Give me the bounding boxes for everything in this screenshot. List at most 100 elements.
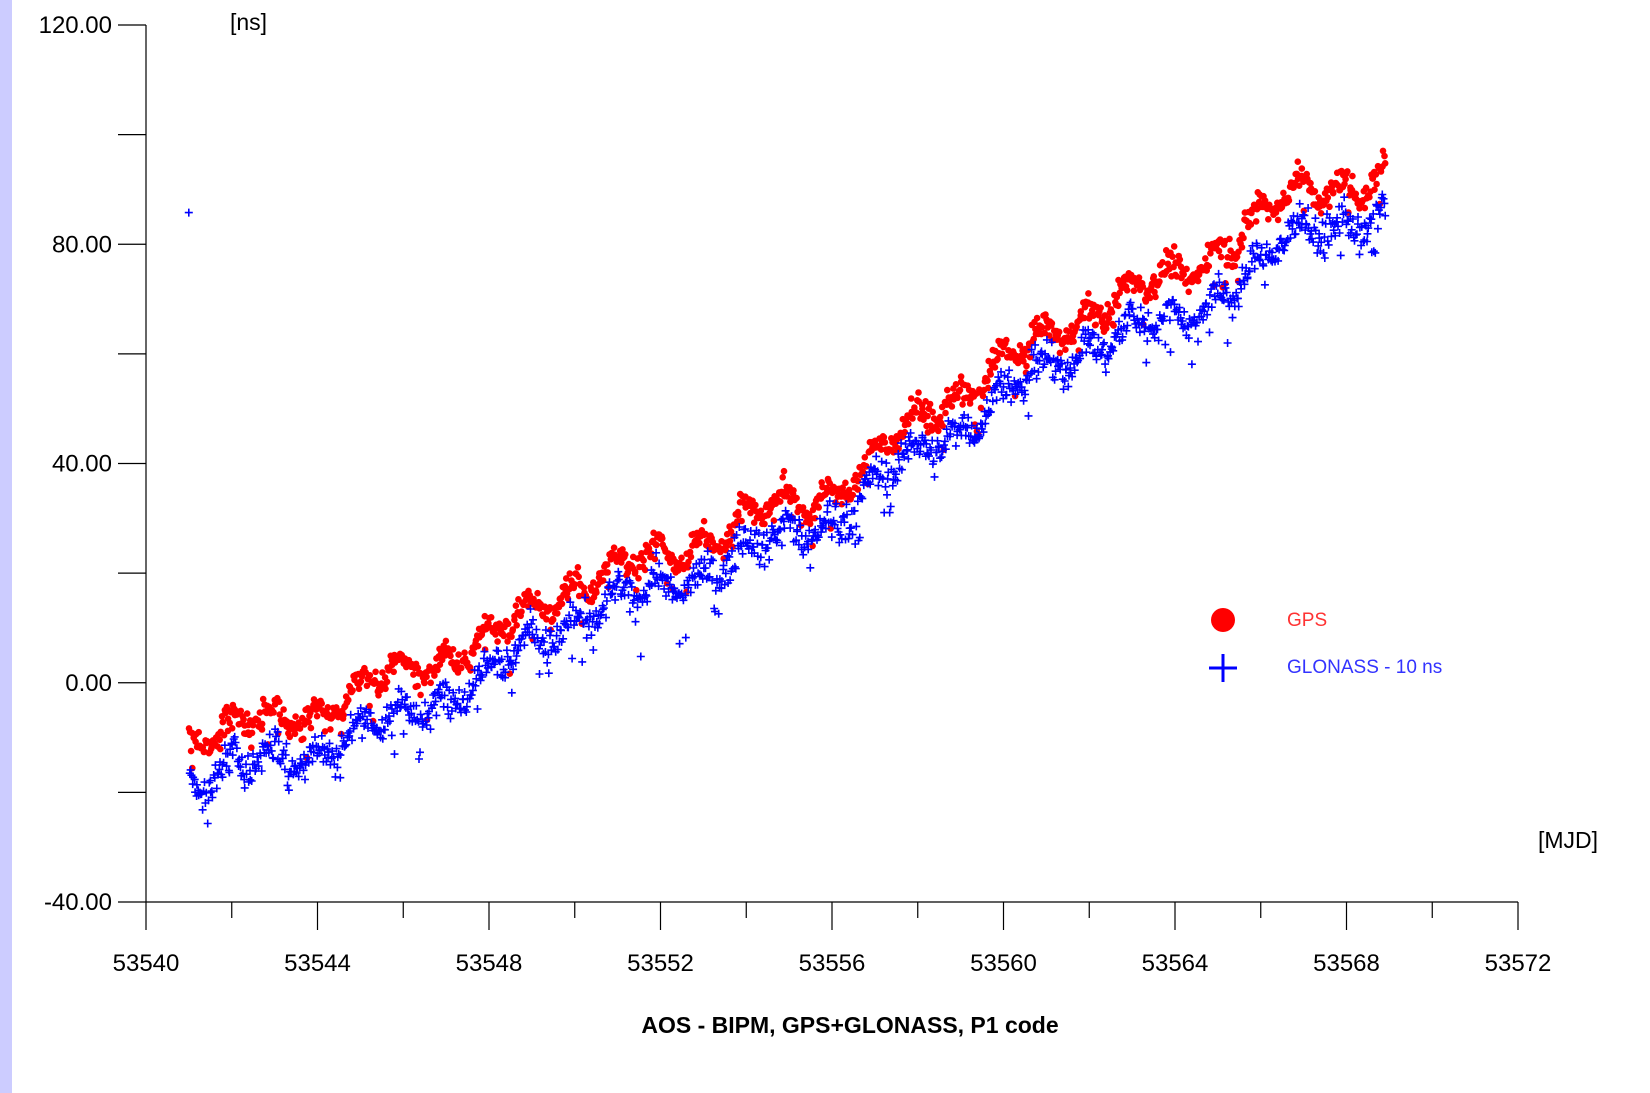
- gps-point: [1070, 338, 1077, 345]
- glonass-point: [1291, 229, 1300, 238]
- glonass-point: [280, 765, 289, 774]
- glonass-point: [399, 729, 408, 738]
- glonass-point: [750, 530, 759, 539]
- gps-point: [1139, 283, 1147, 291]
- gps-point: [455, 651, 462, 658]
- glonass-point: [825, 497, 834, 506]
- glonass-point: [501, 668, 510, 677]
- series-glonass: [184, 190, 1390, 828]
- glonass-point: [857, 493, 866, 501]
- glonass-point: [346, 710, 355, 719]
- gps-point: [1329, 189, 1337, 197]
- gps-point: [726, 537, 734, 545]
- glonass-point: [1090, 330, 1098, 339]
- glonass-point: [415, 755, 423, 763]
- glonass-point: [332, 744, 341, 753]
- gps-point: [948, 403, 956, 410]
- glonass-point: [1320, 254, 1329, 262]
- glonass-point: [538, 634, 547, 643]
- glonass-point: [811, 525, 820, 534]
- glonass-point: [1371, 248, 1380, 257]
- glonass-point: [627, 582, 636, 591]
- glonass-point: [891, 470, 900, 479]
- glonass-point: [502, 646, 511, 655]
- data-points: [184, 147, 1390, 828]
- gps-point: [363, 682, 371, 690]
- gps-point: [1088, 307, 1096, 314]
- glonass-point: [633, 603, 642, 612]
- glonass-point: [1064, 382, 1073, 391]
- glonass-point: [1128, 304, 1137, 313]
- gps-point: [414, 664, 422, 672]
- glonass-point: [906, 429, 915, 437]
- glonass-point: [452, 700, 461, 709]
- glonass-point: [725, 552, 734, 561]
- glonass-point: [333, 763, 342, 772]
- glonass-point: [877, 457, 886, 466]
- glonass-point: [1336, 251, 1345, 260]
- gps-point: [1092, 321, 1099, 329]
- gps-point: [383, 678, 391, 686]
- glonass-point: [695, 570, 704, 579]
- gps-point: [270, 709, 277, 716]
- gps-point: [1379, 147, 1387, 155]
- glonass-point: [799, 550, 808, 559]
- glonass-point: [325, 739, 334, 748]
- gps-point: [421, 679, 428, 687]
- gps-point: [881, 439, 889, 446]
- gps-point: [291, 730, 299, 738]
- glonass-point: [593, 623, 602, 632]
- glonass-point: [639, 586, 648, 595]
- glonass-point: [215, 765, 224, 774]
- glonass-point: [190, 775, 199, 784]
- glonass-point: [615, 571, 624, 580]
- glonass-point: [257, 767, 266, 775]
- glonass-point: [206, 776, 215, 785]
- glonass-point: [322, 757, 331, 766]
- glonass-point: [552, 631, 561, 640]
- gps-point: [513, 622, 520, 629]
- gps-point: [815, 504, 822, 511]
- glonass-point: [881, 482, 890, 491]
- glonass-point: [1070, 366, 1079, 375]
- glonass-point: [967, 421, 976, 430]
- glonass-point: [1032, 374, 1041, 383]
- glonass-point: [883, 490, 891, 499]
- glonass-point: [833, 524, 842, 533]
- glonass-point: [1062, 365, 1071, 374]
- gps-point: [752, 501, 759, 509]
- gps-point: [1020, 358, 1027, 365]
- gps-point: [554, 610, 561, 617]
- glonass-point: [1245, 267, 1254, 276]
- gps-point: [467, 667, 474, 674]
- glonass-point: [393, 698, 402, 707]
- glonass-point: [1082, 348, 1091, 357]
- glonass-point: [626, 578, 635, 587]
- glonass-point: [689, 564, 698, 572]
- gps-point: [842, 479, 849, 487]
- glonass-point: [679, 596, 688, 605]
- gps-point: [1146, 294, 1154, 302]
- gps-point: [575, 573, 582, 581]
- glonass-point: [582, 633, 591, 642]
- gps-point: [895, 445, 902, 452]
- glonass-point: [631, 617, 640, 626]
- glonass-point: [497, 655, 506, 664]
- glonass-point: [941, 445, 950, 454]
- gps-point: [806, 520, 814, 528]
- gps-point: [414, 682, 422, 690]
- glonass-point: [806, 563, 815, 572]
- gps-point: [1016, 342, 1024, 349]
- gps-point: [952, 381, 960, 388]
- gps-point: [258, 720, 266, 728]
- gps-point: [735, 512, 742, 519]
- glonass-point: [940, 437, 949, 446]
- glonass-point: [298, 760, 307, 769]
- glonass-point: [677, 589, 686, 598]
- gps-point: [1265, 216, 1272, 223]
- gps-point: [512, 602, 520, 609]
- glonass-point: [1319, 248, 1328, 257]
- gps-point: [991, 364, 999, 371]
- glonass-point: [1144, 308, 1153, 317]
- glonass-point: [1108, 343, 1117, 352]
